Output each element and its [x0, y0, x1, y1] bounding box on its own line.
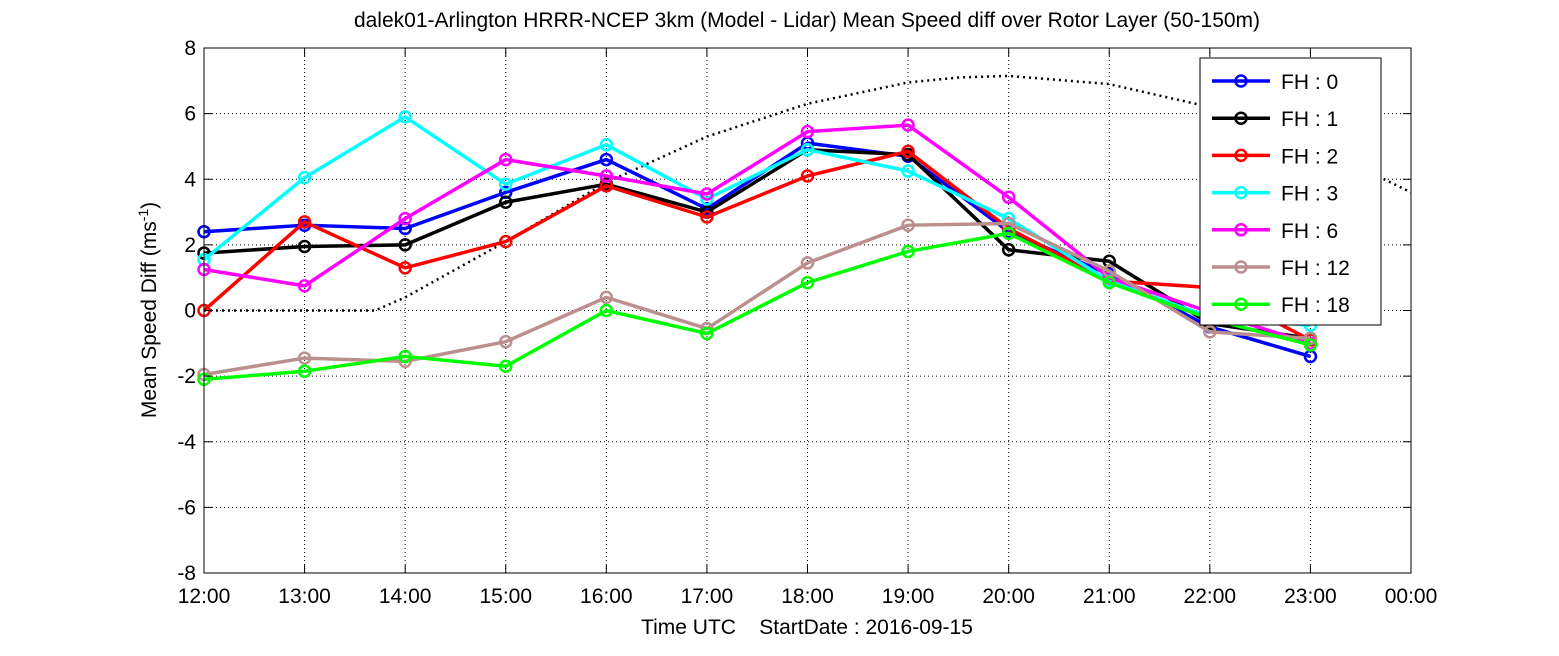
y-axis-label-main: Mean Speed Diff (ms [138, 221, 161, 418]
data-point [700, 210, 714, 224]
data-point [599, 169, 614, 183]
series-line [203, 147, 1311, 341]
x-tick-label: 20:00 [982, 585, 1035, 608]
data-point [599, 303, 614, 318]
data-point [599, 138, 614, 152]
legend-swatch-marker [1234, 111, 1248, 125]
legend-label: FH : 2 [1281, 145, 1338, 168]
data-point [499, 195, 513, 209]
legend-label: FH : 6 [1281, 220, 1338, 243]
y-tick-label: -6 [177, 496, 196, 519]
legend-label: FH : 3 [1281, 183, 1338, 206]
data-point [499, 152, 513, 167]
y-axis-label-close: ) [138, 202, 161, 209]
data-point [499, 177, 513, 191]
x-tick-label: 17:00 [681, 585, 734, 608]
chart-title: dalek01-Arlington HRRR-NCEP 3km (Model -… [354, 9, 1260, 32]
data-point [1001, 243, 1016, 257]
data-point [901, 218, 915, 232]
data-point [1001, 190, 1016, 205]
x-axis-label: Time UTC StartDate : 2016-09-15 [641, 616, 973, 639]
data-point [499, 334, 513, 349]
data-point [599, 152, 614, 167]
x-tick-label: 21:00 [1083, 585, 1136, 608]
reference-curve-line [204, 74, 1411, 312]
data-point [499, 234, 513, 249]
y-tick-label: 2 [184, 234, 196, 257]
legend-swatch-marker [1234, 74, 1248, 88]
data-point [800, 256, 815, 270]
x-tick-label: 18:00 [781, 585, 834, 608]
y-tick-label: -2 [177, 365, 196, 388]
data-point [800, 142, 815, 157]
y-tick-label: -4 [177, 431, 196, 454]
x-tick-label: 15:00 [479, 585, 532, 608]
y-tick-label: 4 [184, 168, 196, 191]
legend-swatch-marker [1234, 260, 1248, 274]
series-6 [197, 226, 1318, 387]
data-point [800, 169, 815, 183]
legend: FH : 0 FH : 1 FH : 2 FH : 3 FH : 6 FH : 12 FH … [1199, 57, 1382, 326]
axis-ticks: 12:00 13:00 14:00 15:00 16:00 17:00 18:00 19:00… [177, 37, 1437, 608]
data-point [1203, 325, 1217, 339]
y-tick-label: 8 [184, 37, 196, 60]
data-point [599, 290, 614, 305]
legend-swatch-marker [1234, 297, 1248, 311]
data-point [398, 261, 412, 275]
data-point [297, 239, 312, 254]
data-point [1102, 275, 1116, 290]
data-point [800, 124, 815, 139]
data-point [700, 187, 714, 201]
legend-swatch-marker [1234, 223, 1248, 237]
reference-curve [204, 74, 1411, 312]
series-line [203, 231, 1311, 382]
legend-swatch-marker [1234, 185, 1248, 200]
data-point [398, 211, 412, 226]
series-line [203, 123, 1311, 345]
x-tick-label: 23:00 [1284, 585, 1337, 608]
y-tick-label: 0 [184, 300, 196, 323]
data-point [1303, 338, 1318, 352]
data-point [297, 364, 312, 378]
data-point [901, 118, 915, 132]
data-point [499, 359, 513, 374]
x-tick-label: 19:00 [882, 585, 935, 608]
x-tick-label: 12:00 [178, 585, 231, 608]
data-point [297, 215, 312, 229]
x-tick-label: 00:00 [1385, 585, 1438, 608]
legend-label: FH : 18 [1281, 294, 1350, 317]
x-tick-label: 16:00 [580, 585, 633, 608]
data-point [398, 349, 412, 364]
legend-label: FH : 1 [1281, 108, 1338, 131]
legend-label: FH : 0 [1281, 71, 1338, 94]
data-point [398, 238, 412, 252]
data-point [1001, 226, 1016, 241]
legend-label: FH : 12 [1281, 257, 1350, 280]
x-tick-label: 22:00 [1184, 585, 1237, 608]
data-point [297, 351, 312, 365]
x-tick-label: 13:00 [278, 585, 331, 608]
data-point [901, 164, 915, 178]
legend-swatch-marker [1234, 148, 1248, 163]
data-point [398, 110, 412, 124]
y-tick-label: -8 [177, 562, 196, 585]
data-point [901, 244, 915, 259]
y-tick-label: 6 [184, 103, 196, 126]
y-axis-label-exponent: -1 [135, 209, 151, 222]
data-point [700, 326, 714, 341]
x-tick-label: 14:00 [379, 585, 432, 608]
data-point [297, 170, 312, 185]
data-point [297, 279, 312, 293]
data-point [800, 275, 815, 290]
y-axis-label: Mean Speed Diff (ms-1) [135, 202, 161, 418]
series-line [203, 221, 1311, 377]
data-point [901, 144, 915, 159]
